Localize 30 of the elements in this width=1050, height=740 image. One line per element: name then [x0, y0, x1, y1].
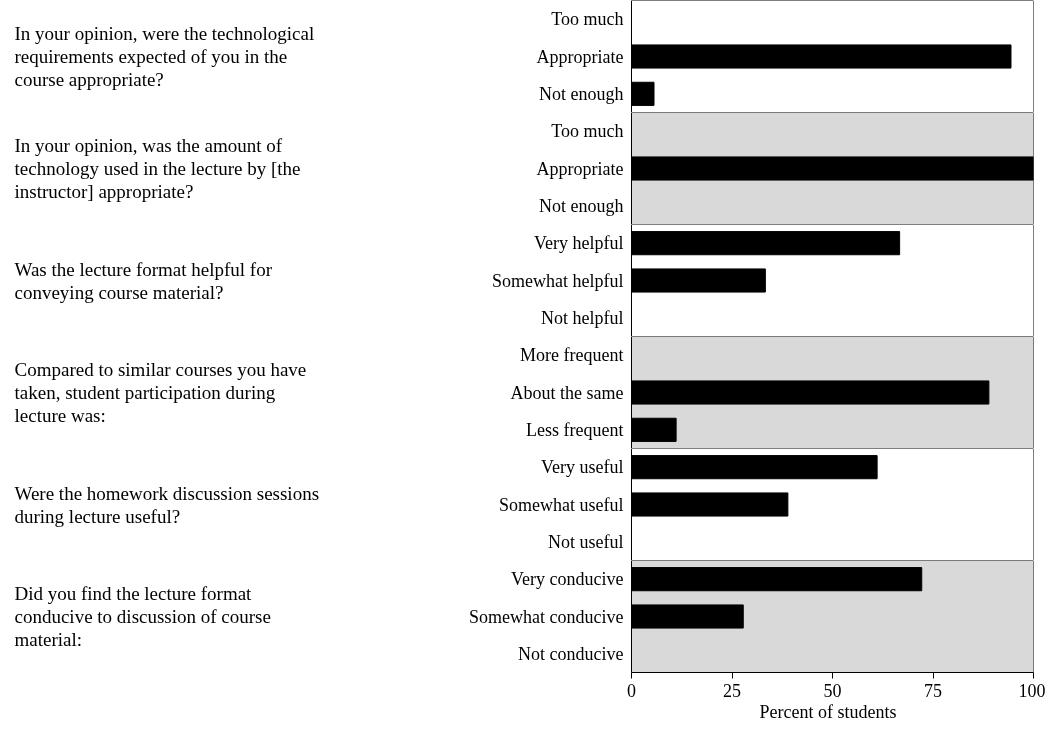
y-tick-label: Too much: [551, 9, 624, 30]
y-tick-label: Less frequent: [526, 419, 624, 440]
y-tick-label: Somewhat conducive: [469, 606, 624, 627]
y-tick-label: Too much: [551, 121, 624, 142]
x-tick-label: 25: [723, 680, 741, 701]
y-axis-title: In your opinion, was the amount of technology used in the lecture by [the instructor] appropriate?: [14, 135, 301, 202]
y-axis-title: Compared to similar courses you have taken, student participation during lecture was:: [14, 359, 307, 426]
y-axis-title: Did you find the lecture format conducive to discussion of course material:: [14, 583, 271, 650]
y-tick-label: More frequent: [520, 345, 624, 366]
y-tick-label: Very helpful: [534, 233, 624, 254]
y-axis-title: In your opinion, were the technological requirements expected of you in the course appropriate?: [14, 23, 315, 90]
y-axis-title: Were the homework discussion sessions during lecture useful?: [14, 482, 320, 527]
y-tick-label: Not conducive: [518, 643, 624, 664]
y-tick-label: Appropriate: [536, 158, 624, 179]
x-tick-label: 75: [924, 680, 942, 701]
x-tick-label: 100: [1018, 680, 1046, 701]
y-tick-label: Not enough: [539, 195, 624, 216]
y-tick-label: Somewhat helpful: [492, 270, 624, 291]
y-tick-label: Somewhat useful: [499, 494, 624, 515]
x-tick-label: 50: [823, 680, 842, 701]
x-axis-title: Percent of students: [759, 701, 897, 722]
y-tick-label: Very useful: [541, 457, 624, 478]
y-tick-label: About the same: [510, 382, 624, 403]
y-tick-label: Appropriate: [536, 46, 624, 67]
y-tick-label: Not helpful: [541, 307, 624, 328]
y-tick-label: Not useful: [548, 531, 624, 552]
x-tick-label: 0: [627, 680, 636, 701]
y-tick-label: Very conducive: [511, 569, 624, 590]
y-tick-label: Not enough: [539, 83, 624, 104]
y-axis-title: Was the lecture format helpful for conveying course material?: [14, 258, 273, 303]
